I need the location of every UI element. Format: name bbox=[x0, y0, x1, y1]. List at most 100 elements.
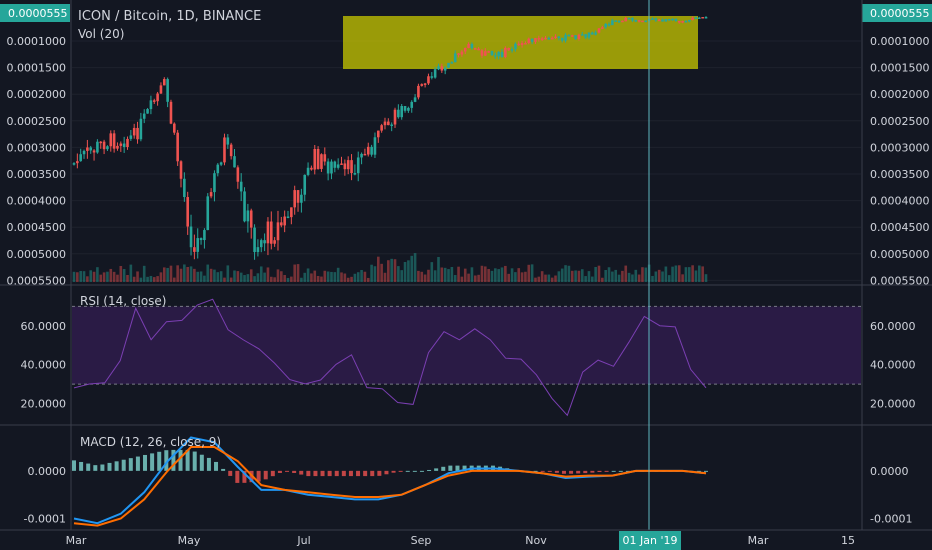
volume-bar bbox=[644, 267, 648, 282]
macd-histogram-bar bbox=[256, 470, 261, 482]
macd-histogram-bar bbox=[547, 470, 552, 472]
price-tick-label-left: 0.0004000 bbox=[7, 195, 67, 208]
candle-body bbox=[196, 238, 200, 252]
candle-body bbox=[637, 20, 641, 22]
volume-bar bbox=[490, 270, 494, 282]
volume-bar bbox=[350, 276, 353, 282]
volume-bar bbox=[269, 276, 273, 282]
volume-bar bbox=[477, 274, 480, 282]
volume-bar bbox=[259, 266, 263, 282]
candle-body bbox=[547, 37, 551, 40]
volume-bar bbox=[624, 265, 628, 282]
candle-body bbox=[333, 161, 337, 168]
candle-body bbox=[82, 150, 86, 155]
candle-body bbox=[183, 178, 186, 198]
macd-axis: 0.0000 0.0000 -0.0001 -0.0001 bbox=[24, 465, 913, 526]
candle-body bbox=[490, 51, 494, 56]
candle-body bbox=[236, 167, 240, 182]
macd-histogram-bar bbox=[427, 469, 432, 471]
candle-body bbox=[310, 167, 313, 170]
candle-body bbox=[79, 154, 82, 162]
candle-body bbox=[189, 226, 193, 248]
macd-histogram-bar bbox=[561, 470, 566, 474]
candle-body bbox=[584, 34, 587, 38]
macd-histogram-bar bbox=[462, 465, 467, 471]
candle-body bbox=[360, 153, 363, 158]
volume-bar bbox=[373, 266, 377, 282]
volume-bar bbox=[152, 277, 156, 282]
volume-bar bbox=[313, 270, 317, 282]
candle-body bbox=[169, 101, 173, 124]
candle-body bbox=[176, 132, 179, 162]
volume-bar bbox=[457, 266, 460, 282]
volume-bar bbox=[667, 275, 671, 282]
macd-histogram-bar bbox=[185, 449, 190, 471]
macd-histogram-bar bbox=[235, 470, 240, 483]
candle-body bbox=[654, 18, 658, 21]
candle-body bbox=[203, 230, 206, 241]
candle-body bbox=[550, 37, 554, 40]
candle-body bbox=[534, 38, 537, 42]
volume-bar bbox=[149, 275, 153, 282]
macd-label: MACD (12, 26, close, 9) bbox=[80, 435, 221, 449]
candle-body bbox=[617, 20, 621, 23]
macd-pane[interactable]: MACD (12, 26, close, 9) 0.0000 0.0000 -0.0… bbox=[24, 435, 913, 527]
volume-bar bbox=[353, 273, 357, 282]
volume-bar bbox=[99, 274, 103, 282]
time-axis[interactable]: Mar May Jul Sep Nov 01 Jan '19 Mar 15 bbox=[0, 529, 932, 550]
volume-bar bbox=[423, 274, 427, 282]
volume-bar bbox=[156, 276, 159, 282]
candle-body bbox=[661, 19, 664, 22]
macd-histogram-bar bbox=[157, 451, 162, 471]
rsi-pane[interactable]: RSI (14, close) 60.0000 60.0000 40.0000 40.… bbox=[21, 294, 916, 417]
candle-body bbox=[370, 146, 373, 155]
volume-bars bbox=[72, 253, 708, 282]
price-tick-label: 0.0003500 bbox=[870, 168, 930, 181]
macd-histogram-bar bbox=[576, 470, 581, 474]
volume-bar bbox=[356, 272, 360, 282]
volume-bar bbox=[296, 264, 300, 282]
volume-bar bbox=[216, 272, 220, 282]
macd-histogram-bar bbox=[320, 470, 325, 477]
candle-body bbox=[72, 163, 76, 165]
volume-bar bbox=[557, 271, 561, 282]
volume-bar bbox=[607, 267, 611, 282]
candle-body bbox=[507, 47, 511, 51]
macd-histogram-bar bbox=[270, 470, 275, 477]
volume-label: Vol (20) bbox=[78, 27, 124, 41]
volume-bar bbox=[266, 267, 270, 282]
candle-body bbox=[403, 106, 407, 111]
volume-bar bbox=[233, 270, 236, 282]
volume-bar bbox=[470, 267, 474, 282]
candle-body bbox=[132, 127, 136, 136]
price-tick-label: 0.0005500 bbox=[870, 274, 930, 287]
candle-body bbox=[363, 153, 367, 156]
price-tick-label-left: 0.0003500 bbox=[7, 168, 67, 181]
volume-bar bbox=[213, 269, 216, 282]
volume-bar bbox=[179, 268, 183, 282]
macd-histogram-bar bbox=[93, 465, 98, 471]
candle-body bbox=[116, 145, 119, 149]
current-price-badge bbox=[0, 4, 70, 22]
candle-body bbox=[460, 51, 464, 55]
candle-body bbox=[641, 20, 644, 23]
volume-bar bbox=[440, 267, 444, 282]
volume-bar bbox=[617, 274, 621, 282]
candle-body bbox=[243, 191, 246, 222]
candle-body bbox=[527, 38, 531, 44]
price-pane[interactable]: ICON / Bitcoin, 1D, BINANCE Vol (20) 0.0… bbox=[0, 4, 932, 287]
volume-bar bbox=[380, 263, 383, 282]
price-tick-label: 0.0001000 bbox=[870, 35, 930, 48]
candle-body bbox=[122, 143, 126, 148]
candle-body bbox=[537, 38, 541, 40]
candle-body bbox=[484, 51, 487, 56]
volume-bar bbox=[547, 274, 551, 282]
macd-histogram-bar bbox=[348, 470, 353, 477]
macd-histogram-bar bbox=[263, 470, 268, 480]
volume-bar bbox=[504, 265, 507, 282]
candle-body bbox=[313, 148, 317, 170]
candle-body bbox=[353, 173, 357, 175]
macd-histogram-bar bbox=[171, 449, 176, 471]
volume-bar bbox=[574, 270, 577, 282]
